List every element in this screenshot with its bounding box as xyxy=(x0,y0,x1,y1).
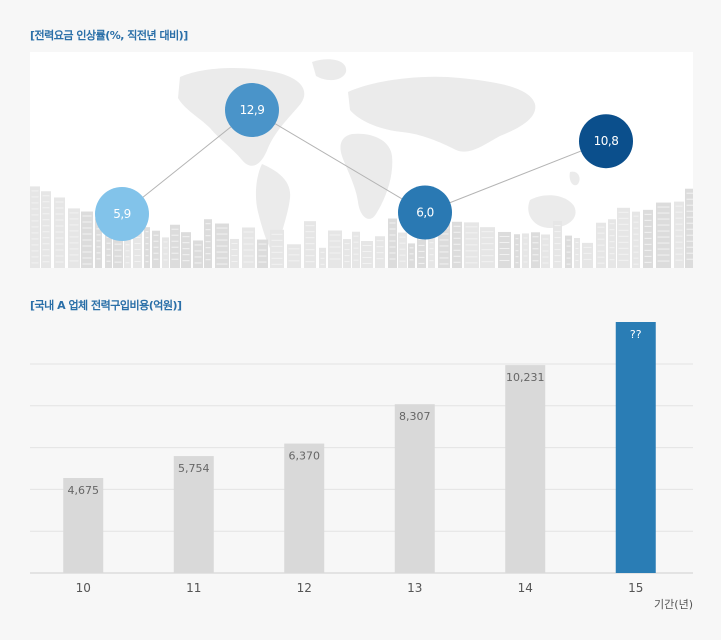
bar xyxy=(394,404,435,573)
rate-chart-panel: 5,9 12,9 6,0 10,8 xyxy=(30,52,693,268)
bar xyxy=(505,365,546,573)
city-skyline-background xyxy=(30,186,693,268)
bar-value-label: 8,307 xyxy=(399,410,431,423)
rate-point xyxy=(225,83,279,137)
cost-chart-panel: 4,675 5,754 6,370 8,307 10,231?? 10 11 12 13 14 1… xyxy=(30,322,693,595)
bar-value-label: 10,231 xyxy=(506,371,545,384)
rate-line-segment xyxy=(424,140,607,213)
bar-value-label: 5,754 xyxy=(178,462,210,475)
rate-point xyxy=(398,185,452,240)
rate-point-label: 12,9 xyxy=(240,103,265,117)
x-tick-label: 14 xyxy=(518,581,533,595)
bar-value-label: 6,370 xyxy=(289,450,321,463)
bar xyxy=(284,443,325,573)
x-tick-label: 10 xyxy=(76,581,91,595)
bar-value-label: 4,675 xyxy=(68,484,100,497)
rate-point-label: 5,9 xyxy=(113,207,131,221)
rate-chart-title: [전력요금 인상률(%, 직전년 대비)] xyxy=(30,29,188,42)
rate-line-segment xyxy=(121,109,253,215)
x-tick-label: 12 xyxy=(297,581,312,595)
bar xyxy=(173,456,214,573)
rate-chart: 5,9 12,9 6,0 10,8 xyxy=(30,59,693,268)
bar-value-label: ?? xyxy=(630,328,642,341)
bar xyxy=(63,478,104,573)
rate-point xyxy=(579,114,633,169)
x-tick-label: 15 xyxy=(628,581,643,595)
x-axis-label: 기간(년) xyxy=(654,598,693,611)
x-tick-label: 13 xyxy=(407,581,422,595)
cost-chart: 4,675 5,754 6,370 8,307 10,231?? 10 11 12 13 14 1… xyxy=(30,322,693,595)
cost-chart-title: [국내 A 업체 전력구입비용(억원)] xyxy=(30,299,182,312)
x-tick-label: 11 xyxy=(186,581,201,595)
rate-point-label: 10,8 xyxy=(594,134,619,148)
world-map-background xyxy=(178,59,580,258)
rate-line-segment xyxy=(251,109,426,213)
rate-point xyxy=(95,187,149,241)
rate-point-label: 6,0 xyxy=(416,206,434,220)
bar xyxy=(615,322,656,573)
